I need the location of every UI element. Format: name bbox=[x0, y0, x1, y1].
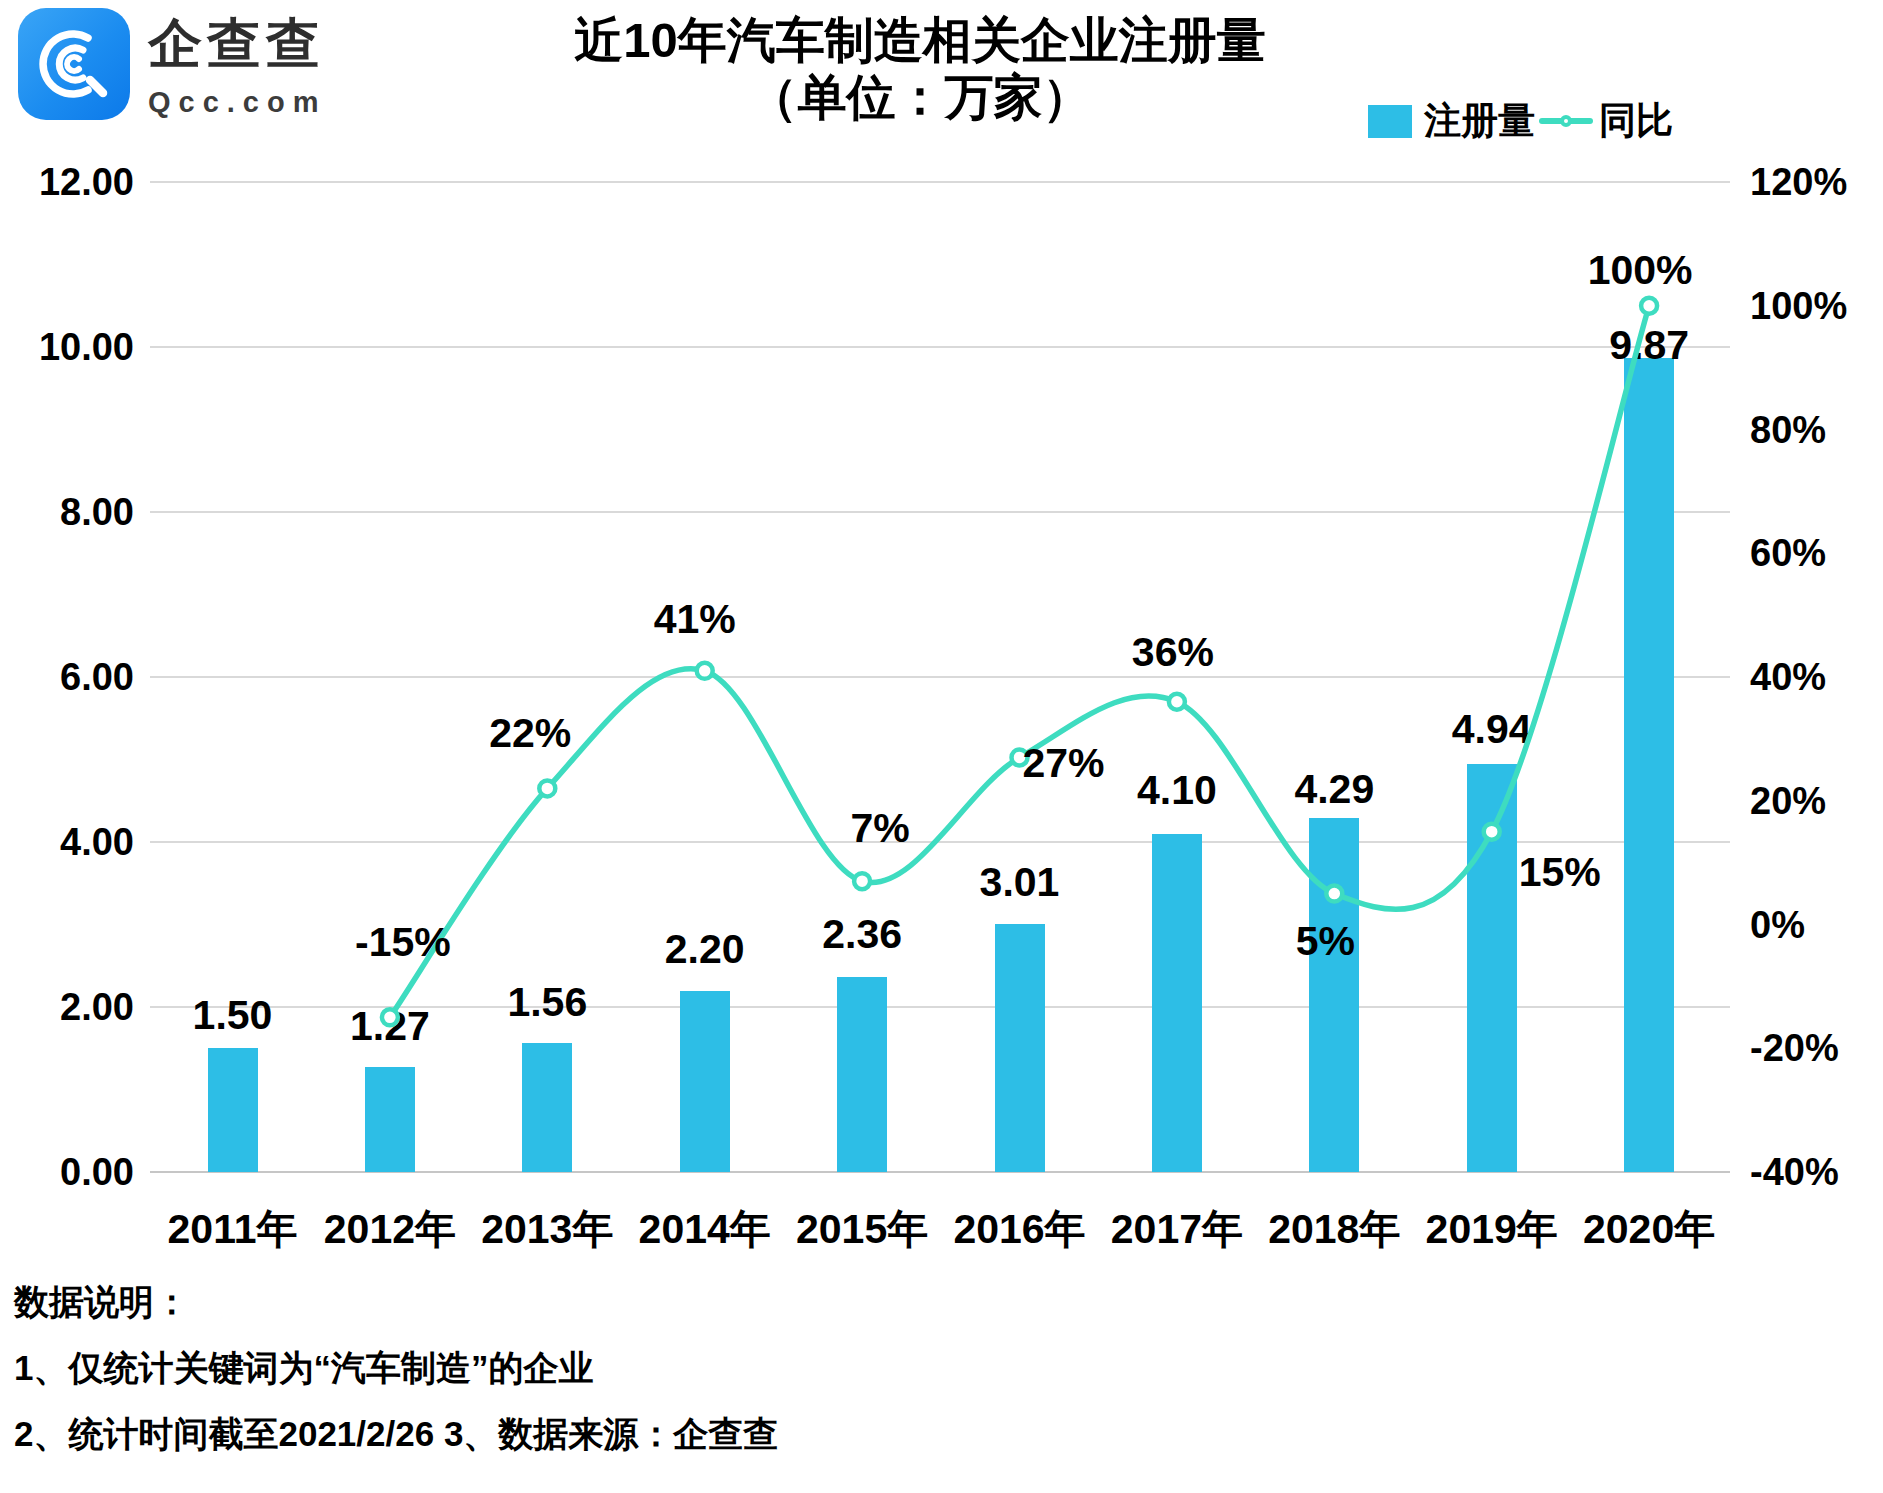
notes-line2: 2、统计时间截至2021/2/26 3、数据来源：企查查 bbox=[14, 1416, 778, 1451]
yoy-value-label: 36% bbox=[1132, 628, 1214, 675]
yoy-data-point-marker bbox=[1641, 298, 1657, 314]
yoy-value-label: 7% bbox=[850, 805, 909, 852]
yoy-value-label: 100% bbox=[1588, 246, 1693, 293]
yoy-data-point-marker bbox=[854, 873, 870, 889]
yoy-data-point-marker bbox=[1484, 824, 1500, 840]
plot-area: 12.0010.008.006.004.002.000.00120%100%80… bbox=[0, 0, 1883, 1493]
yoy-data-point-marker bbox=[1326, 886, 1342, 902]
yoy-data-point-marker bbox=[1169, 694, 1185, 710]
chart-page: 企查查 Qcc.com 近10年汽车制造相关企业注册量 （单位：万家） 注册量 … bbox=[0, 0, 1883, 1493]
yoy-value-label: 27% bbox=[1022, 740, 1104, 787]
yoy-data-point-marker bbox=[697, 663, 713, 679]
notes-heading: 数据说明： bbox=[14, 1284, 778, 1319]
yoy-line-chart bbox=[0, 0, 1883, 1493]
yoy-data-point-marker bbox=[382, 1009, 398, 1025]
notes-line1: 1、仅统计关键词为“汽车制造”的企业 bbox=[14, 1350, 778, 1385]
yoy-data-point-marker bbox=[539, 780, 555, 796]
yoy-value-label: -15% bbox=[355, 919, 451, 966]
yoy-value-label: 41% bbox=[654, 595, 736, 642]
yoy-value-label: 5% bbox=[1296, 917, 1355, 964]
yoy-value-label: 15% bbox=[1519, 848, 1601, 895]
yoy-value-label: 22% bbox=[489, 710, 571, 757]
notes: 数据说明： 1、仅统计关键词为“汽车制造”的企业 2、统计时间截至2021/2/… bbox=[14, 1284, 778, 1482]
yoy-line-path bbox=[390, 306, 1649, 1018]
